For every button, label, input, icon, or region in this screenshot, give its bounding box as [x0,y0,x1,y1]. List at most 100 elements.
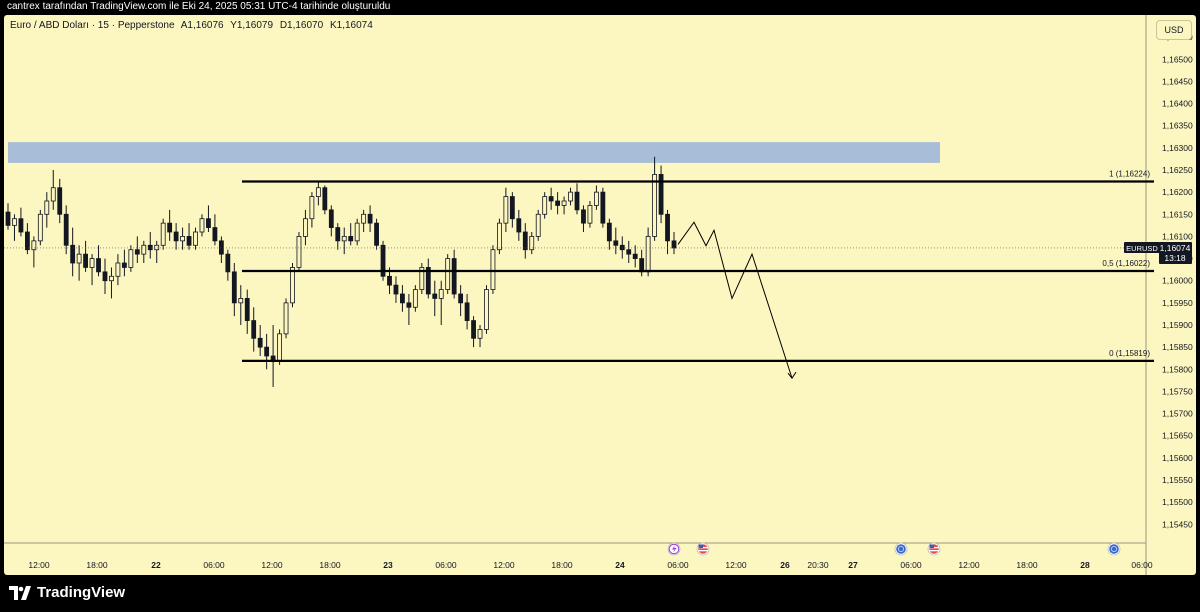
candle-body [548,196,554,202]
y-tick-label: 1,16150 [1162,209,1193,219]
candle-body [645,236,651,273]
candle-body [380,244,386,277]
candle [37,209,43,246]
y-tick-label: 1,16300 [1162,143,1193,153]
candle-body [542,196,548,215]
chart-area[interactable]: 1,165501,165001,164501,164001,163501,163… [4,15,1196,575]
candle-body [671,240,677,249]
price-label-value: 1,16074 [1160,243,1191,253]
candle-body [76,253,82,264]
candle [574,183,580,215]
legend-symbol[interactable]: Euro / ABD Doları · 15 · Pepperstone [10,20,175,31]
candle [594,185,599,210]
candle-body [115,262,121,277]
candle [83,240,88,272]
candle-body [374,222,379,246]
candle [393,276,399,303]
candle [626,240,632,263]
candle [264,333,270,370]
candle [31,236,37,268]
event-bolt-icon[interactable] [667,542,681,556]
candle [464,294,470,330]
candle [658,165,664,224]
x-tick-label: 12:00 [261,560,283,570]
candle-body [290,267,295,304]
candle [296,232,302,272]
x-tick-label: 28 [1080,560,1090,570]
candle-body [244,298,250,321]
event-globe-icon[interactable] [894,542,908,556]
candle [193,227,198,250]
currency-button[interactable]: USD [1156,20,1192,40]
y-tick-label: 1,15950 [1162,298,1193,308]
fib-level-label: 0 (1,15819) [1109,349,1150,358]
candle-body [167,222,173,233]
candle [535,209,541,241]
candle-body [509,196,515,220]
y-tick-label: 1,16350 [1162,121,1193,131]
y-tick-label: 1,15800 [1162,364,1193,374]
candle [315,181,321,206]
x-tick-label: 12:00 [725,560,747,570]
fib-level-label: 1 (1,16224) [1109,170,1150,179]
candle-body [348,236,354,242]
candle-body [490,249,496,290]
candle [283,298,289,339]
price-chart[interactable]: 1,165501,165001,164501,164001,163501,163… [4,15,1196,575]
candle [587,201,593,228]
candle-body [484,289,489,330]
candle [5,203,11,230]
candle-body [186,236,192,246]
legend-low: D1,16070 [279,20,324,31]
y-tick-label: 1,16000 [1162,276,1193,286]
candle [419,263,425,294]
candle-body [529,236,535,251]
candle [432,280,438,317]
price-label-countdown: 13:18 [1164,253,1186,263]
candle-body [96,258,101,273]
candle [102,258,108,294]
candle [425,258,431,299]
candle [109,267,114,299]
candle-body [445,258,451,290]
candle [173,223,179,250]
candle [335,223,341,250]
candle-body [412,289,418,308]
candle-body [128,249,134,268]
tradingview-logo-icon [9,585,31,600]
x-tick-label: 06:00 [203,560,225,570]
candle-body [89,258,95,268]
candle [24,223,30,255]
candle [400,285,405,312]
candle [445,254,451,294]
candle [50,170,56,210]
candle-body [37,213,43,242]
candle-body [335,227,341,242]
x-tick-label: 26 [780,560,790,570]
y-tick-label: 1,15650 [1162,431,1193,441]
candle [361,209,367,232]
candle-body [134,249,140,255]
event-globe-icon[interactable] [1107,542,1121,556]
candle [141,240,147,263]
candle-body [5,211,11,226]
candle-body [24,231,30,251]
y-tick-label: 1,15900 [1162,320,1193,330]
candle [490,245,496,294]
candle-body [206,218,211,228]
candle-body [438,289,444,299]
event-us-flag-icon[interactable] [927,542,941,556]
tradingview-logo[interactable]: TradingView [9,584,125,601]
candle [522,223,528,259]
candle-body [328,209,334,228]
candle-body [594,191,599,206]
x-tick-label: 18:00 [319,560,341,570]
projection-path [677,221,793,379]
candle [277,329,282,365]
candle [238,285,244,325]
event-us-flag-icon[interactable] [696,542,710,556]
candle-body [658,174,664,215]
candle-body [309,196,315,220]
candle-body [367,213,373,224]
candle [581,205,586,232]
